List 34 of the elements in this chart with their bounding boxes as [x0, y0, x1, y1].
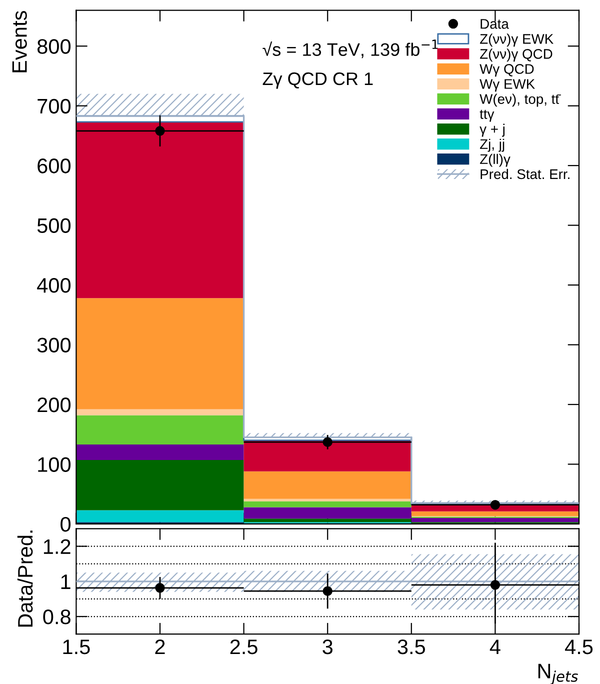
legend-label: Data	[480, 19, 509, 29]
y-tick-label: 600	[38, 158, 71, 174]
y-tick-label: 700	[38, 98, 71, 114]
x-tick-label: 2	[155, 639, 165, 654]
y-tick-label: 800	[37, 39, 71, 54]
legend-label: Zj, jj	[480, 138, 504, 152]
y-axis-title: Events	[12, 11, 27, 72]
y-tick-label: 400	[37, 278, 71, 293]
x-tick-label: 1.5	[63, 640, 90, 654]
x-tick-label: 2.5	[230, 639, 258, 654]
annotation: Zγ QCD CR 1	[262, 72, 373, 89]
x-tick-label: 4.5	[565, 640, 593, 654]
legend-label: Pred. Stat. Err.	[480, 168, 570, 180]
y-tick-label: 500	[37, 218, 71, 234]
x-tick-label: 3.5	[398, 639, 426, 654]
y-tick-label: 100	[38, 457, 71, 472]
legend-label: ttγ	[480, 110, 494, 122]
legend-label: Z(ll)γ	[480, 154, 510, 167]
x-tick-label: 3	[322, 639, 332, 654]
legend-label: Z(νν)γ EWK	[480, 34, 554, 47]
legend-label: Z(νν)γ QCD	[480, 48, 552, 62]
y-tick-label: 1	[61, 574, 70, 589]
x-tick-label: 4	[490, 640, 500, 654]
y-tick-label: 300	[37, 338, 71, 353]
y-tick-label: 200	[38, 397, 71, 412]
legend-label: W(eν), top, tt̄	[480, 94, 561, 107]
annotation: √s = 13 TeV, 139 fb$^{−1}$	[262, 40, 438, 58]
legend-label: Wγ QCD	[480, 64, 534, 77]
y-tick-label: 0	[60, 516, 71, 532]
legend-label: Wγ EWK	[480, 79, 535, 92]
y-tick-label: 0.8	[43, 610, 70, 624]
y-tick-label: 1.2	[44, 539, 70, 554]
legend-label: γ + j	[480, 124, 505, 137]
y-axis-title: Data/Pred.	[17, 530, 33, 627]
